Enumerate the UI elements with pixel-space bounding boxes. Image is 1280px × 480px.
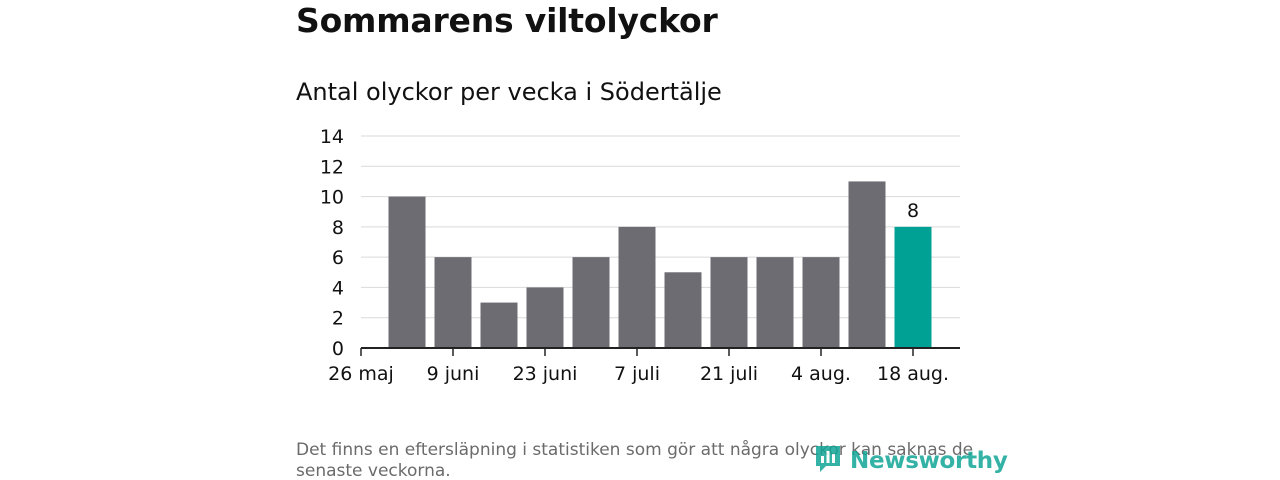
- x-tick-label: 18 aug.: [877, 363, 949, 385]
- bar: [848, 181, 886, 348]
- bar: [802, 257, 840, 348]
- y-tick-label: 6: [332, 247, 344, 269]
- bar: [710, 257, 748, 348]
- y-tick-label: 8: [332, 217, 344, 239]
- x-axis: [360, 347, 960, 356]
- bar: [480, 302, 518, 348]
- x-tick-label: 7 juli: [614, 363, 660, 385]
- chart-subtitle: Antal olyckor per vecka i Södertälje: [296, 78, 722, 106]
- y-tick-label: 10: [320, 187, 344, 209]
- page-title: Sommarens viltolyckor: [296, 1, 718, 40]
- y-tick-label: 0: [332, 338, 344, 360]
- x-tick-label: 21 juli: [700, 363, 758, 385]
- y-tick-label: 14: [320, 126, 344, 148]
- x-tick-label: 4 aug.: [791, 363, 851, 385]
- data-label: 8: [907, 200, 919, 222]
- x-tick-label: 23 juni: [513, 363, 578, 385]
- y-tick-label: 2: [332, 308, 344, 330]
- highlighted-bar: [894, 226, 932, 348]
- x-axis-tick-labels: 26 maj 9 juni 23 juni 7 juli 21 juli 4 aug. 18…: [328, 363, 949, 385]
- bar: [572, 257, 610, 348]
- y-tick-label: 4: [332, 277, 344, 299]
- data-labels: 8: [907, 200, 919, 222]
- x-tick-label: 9 juni: [427, 363, 480, 385]
- bar: [388, 196, 426, 348]
- x-tick-label: 26 maj: [328, 363, 394, 385]
- brand-logo: Newsworthy: [814, 444, 1008, 478]
- footnote: Det finns en eftersläpning i statistiken…: [296, 440, 974, 480]
- bar-chart: 0 2 4 6 8 10 12 14 26 maj 9 juni 23 juni 7 juli 21 …: [320, 126, 960, 385]
- bar: [756, 257, 794, 348]
- bar: [434, 257, 472, 348]
- bar: [618, 226, 656, 348]
- bar: [664, 272, 702, 348]
- bars: [388, 181, 932, 348]
- y-tick-label: 12: [320, 156, 344, 178]
- brand-name: Newsworthy: [850, 448, 1008, 474]
- newsworthy-logo-icon: [814, 444, 842, 478]
- bar: [526, 287, 564, 348]
- y-axis-tick-labels: 0 2 4 6 8 10 12 14: [320, 126, 344, 360]
